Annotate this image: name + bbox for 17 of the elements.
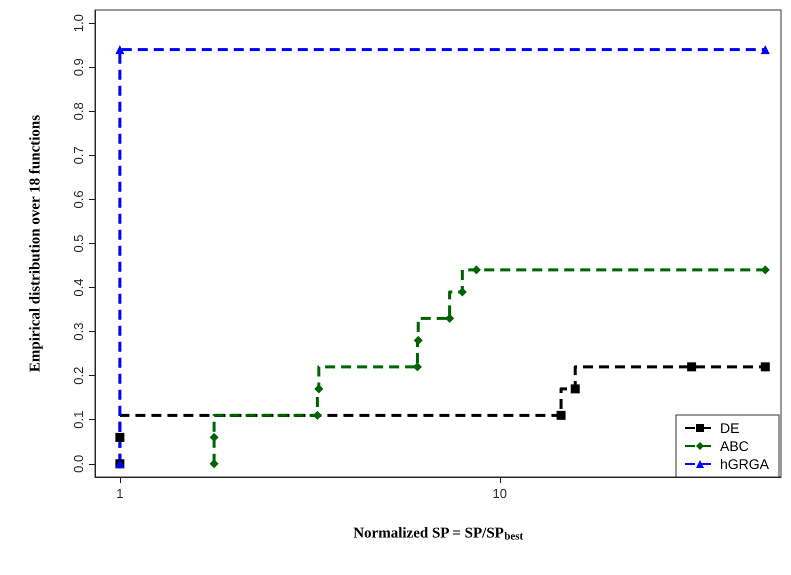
legend-label: DE	[720, 420, 740, 436]
y-tick-label: 0.2	[71, 366, 86, 385]
y-tick-label: 0.5	[71, 234, 86, 253]
x-tick-label: 1	[116, 486, 124, 501]
y-tick-label: 0.3	[71, 322, 86, 341]
x-tick-label: 10	[492, 486, 507, 501]
y-tick-label: 0.9	[71, 58, 86, 76]
y-tick-label: 0.6	[71, 190, 86, 208]
y-tick-label: 0.8	[71, 102, 86, 120]
y-tick-label: 0.7	[71, 146, 86, 164]
y-tick-label: 0.1	[71, 410, 86, 429]
legend-label: ABC	[720, 438, 749, 454]
y-tick-label: 1.0	[71, 14, 86, 32]
y-tick-label: 0.0	[71, 454, 86, 473]
y-tick-label: 0.4	[71, 278, 86, 297]
y-axis-title: Empirical distribution over 18 functions	[28, 114, 44, 372]
legend-label: hGRGA	[720, 456, 770, 472]
